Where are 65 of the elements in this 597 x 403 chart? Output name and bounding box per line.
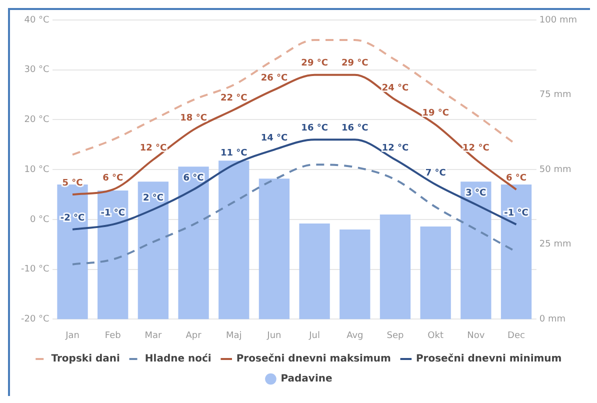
y2-tick-label: 0 mm xyxy=(539,314,566,325)
data-label: -1 °C xyxy=(100,208,126,218)
y2-tick-label: 75 mm xyxy=(539,90,572,100)
x-tick-label: Nov xyxy=(467,330,486,341)
bar xyxy=(218,160,250,320)
data-label: 16 °C xyxy=(342,124,369,134)
data-label: 29 °C xyxy=(301,58,328,69)
data-label: 16 °C xyxy=(301,124,328,134)
bar xyxy=(138,182,169,320)
data-label: -2 °C xyxy=(60,213,86,224)
bar xyxy=(178,166,209,320)
data-label: 22 °C xyxy=(220,94,248,104)
x-tick-label: Sep xyxy=(386,330,404,341)
bar xyxy=(460,182,492,320)
data-label: 6 °C xyxy=(183,173,204,184)
x-tick-label: Avg xyxy=(346,330,364,341)
data-label: 11 °C xyxy=(220,148,248,158)
data-label: 18 °C xyxy=(180,114,208,124)
y-tick-label: 40 °C xyxy=(24,15,50,26)
data-label: 6 °C xyxy=(102,173,124,184)
x-tick-label: Maj xyxy=(226,330,242,341)
data-label: 26 °C xyxy=(260,74,288,84)
y2-tick-label: 25 mm xyxy=(539,240,572,250)
x-tick-label: Okt xyxy=(428,330,444,341)
bar xyxy=(420,226,451,320)
bar xyxy=(380,214,411,320)
bar xyxy=(258,178,290,320)
data-label: 14 °C xyxy=(260,133,288,144)
y-tick-label: -10 °C xyxy=(20,264,50,275)
x-tick-label: Jun xyxy=(266,330,282,341)
data-label: 6 °C xyxy=(506,173,527,184)
legend-label: Padavine xyxy=(280,374,332,385)
y2-tick-label: 100 mm xyxy=(539,15,578,26)
bar xyxy=(57,184,88,320)
data-label: -1 °C xyxy=(504,208,529,218)
data-label: 2 °C xyxy=(142,193,164,204)
bar xyxy=(299,223,330,320)
y2-tick-label: 50 mm xyxy=(539,164,572,175)
bar xyxy=(340,229,370,320)
data-label: 29 °C xyxy=(342,58,369,69)
y-tick-label: -20 °C xyxy=(20,314,50,325)
y-tick-label: 10 °C xyxy=(24,164,50,175)
x-tick-label: Jan xyxy=(64,330,80,341)
bar xyxy=(500,184,532,320)
data-label: 12 °C xyxy=(462,143,490,154)
y-tick-label: 30 °C xyxy=(24,65,50,76)
x-tick-label: Apr xyxy=(186,330,202,341)
data-label: 12 °C xyxy=(140,143,167,154)
data-label: 12 °C xyxy=(382,143,410,154)
x-tick-label: Jul xyxy=(308,330,320,341)
legend-label: Prosečni dnevni maksimum xyxy=(236,354,391,365)
data-label: 24 °C xyxy=(382,84,410,94)
x-tick-label: Feb xyxy=(104,330,122,341)
legend-label: Prosečni dnevni minimum xyxy=(416,354,562,365)
y-tick-label: 20 °C xyxy=(24,115,50,126)
data-label: 5 °C xyxy=(62,178,84,188)
data-label: 19 °C xyxy=(422,108,450,119)
data-label: 3 °C xyxy=(466,188,487,198)
legend-label: Tropski dani xyxy=(51,354,120,365)
legend-label: Hladne noći xyxy=(144,354,212,365)
data-label: 7 °C xyxy=(425,168,446,178)
x-tick-label: Dec xyxy=(508,330,526,341)
y-tick-label: 0 °C xyxy=(30,214,50,225)
x-tick-label: Mar xyxy=(144,330,162,341)
bar xyxy=(98,190,128,320)
